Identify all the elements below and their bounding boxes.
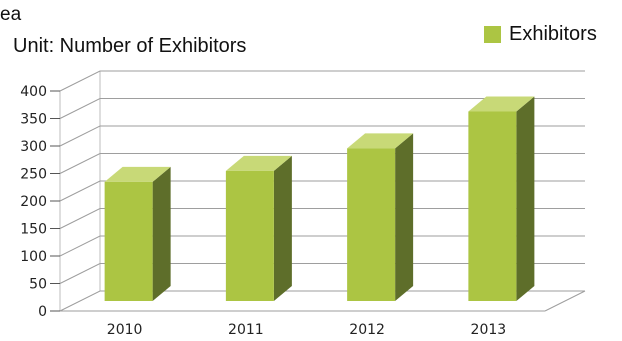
bar-front xyxy=(225,170,274,301)
y-tick-label: 300 xyxy=(20,139,47,155)
y-tick-label: 50 xyxy=(29,277,47,293)
floor-edge xyxy=(544,290,586,312)
legend: Exhibitors xyxy=(484,23,597,46)
bar-top xyxy=(225,155,292,171)
x-tick-label: 2013 xyxy=(471,322,507,338)
bar xyxy=(468,96,535,301)
gridline xyxy=(59,263,585,284)
bar-side xyxy=(516,96,535,301)
bar-front xyxy=(347,148,396,301)
bar xyxy=(347,133,414,301)
gridline xyxy=(59,290,585,312)
gridline xyxy=(59,235,585,257)
legend-swatch xyxy=(484,26,501,43)
gridline xyxy=(59,153,585,174)
gridline xyxy=(59,125,585,147)
bar xyxy=(104,166,171,301)
bar-front xyxy=(468,111,517,301)
y-tick-label: 200 xyxy=(20,194,47,210)
gridline xyxy=(59,208,585,229)
gridline xyxy=(59,98,585,119)
y-tick-label: 150 xyxy=(20,222,47,238)
bar-top xyxy=(347,133,414,149)
bar-side xyxy=(395,133,414,301)
title-fragment: ea xyxy=(0,4,22,25)
unit-label: Unit: Number of Exhibitors xyxy=(13,35,247,57)
bar-side xyxy=(273,155,292,301)
gridline xyxy=(59,70,585,92)
y-tick-label: 350 xyxy=(20,112,47,128)
bar-top xyxy=(104,166,171,182)
bar-top xyxy=(468,96,535,112)
x-tick-label: 2012 xyxy=(349,322,385,338)
x-tick-label: 2010 xyxy=(107,322,143,338)
gridline xyxy=(59,180,585,202)
legend-label: Exhibitors xyxy=(509,23,597,45)
y-tick-label: 400 xyxy=(20,84,47,100)
y-tick-label: 100 xyxy=(20,249,47,265)
bar-front xyxy=(104,181,153,301)
y-tick-label: 250 xyxy=(20,167,47,183)
bar xyxy=(225,155,292,301)
bar-side xyxy=(152,166,171,301)
x-tick-label: 2011 xyxy=(228,322,264,338)
y-tick-label: 0 xyxy=(38,304,47,320)
